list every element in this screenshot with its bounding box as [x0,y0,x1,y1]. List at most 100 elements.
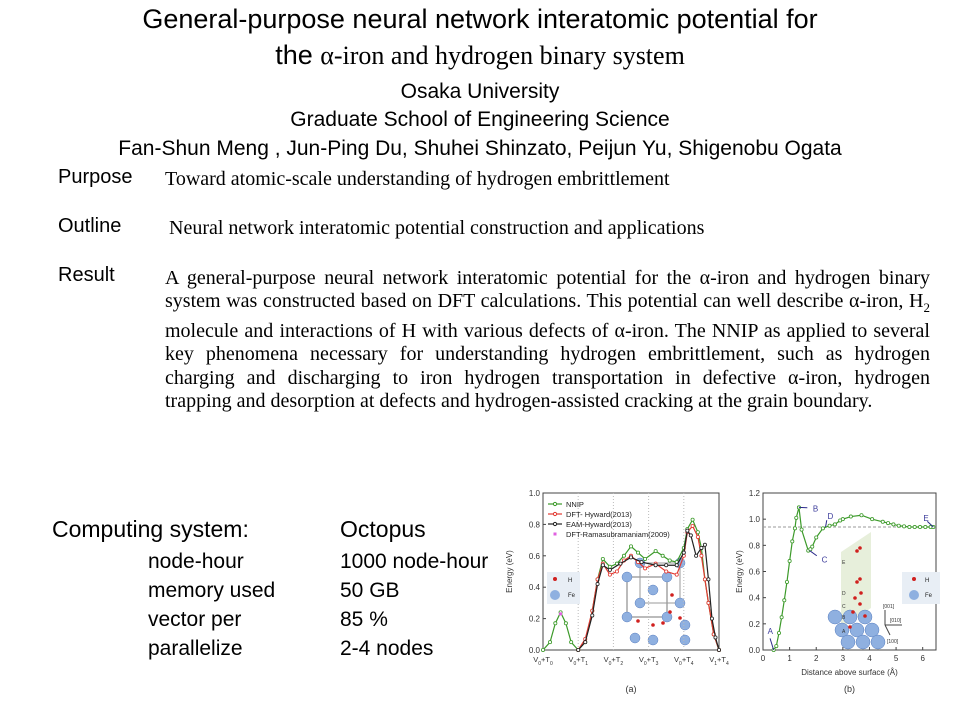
title-line-2: the α-iron and hydrogen binary system [0,40,960,71]
inset-legend-label: Fe [925,593,933,599]
y-tick-label: 1.0 [529,489,541,498]
data-point [907,525,912,530]
data-point [912,525,917,530]
data-point [618,561,623,566]
row-value: 2-4 nodes [340,637,434,660]
y-tick-label: 0.2 [749,620,761,629]
data-point [790,539,795,544]
x-tick-label: V1+T4 [709,655,729,667]
fe-atom [827,609,843,625]
x-tick-label: 1 [787,654,792,663]
data-point [794,515,799,520]
legend-marker [552,501,558,507]
data-point [548,640,553,645]
outline-text: Neural network interatomic potential con… [169,217,705,239]
data-point [607,572,612,577]
data-point [918,525,923,530]
chart-caption: (b) [844,684,855,694]
data-point [690,517,695,522]
data-point [702,577,707,582]
row-label: parallelize [148,637,243,660]
site-label: C [842,604,846,610]
row-label: node-hour [148,550,244,573]
data-point [774,644,779,649]
surface-plane [841,532,871,628]
fe-atom [855,634,871,650]
h-atom [863,614,867,618]
data-point [688,533,693,538]
data-point [643,556,648,561]
result-label: Result [58,264,115,286]
data-point [600,563,605,568]
h-atom [651,623,655,627]
data-point [716,647,721,652]
axis-arrow [884,624,891,636]
data-point [674,572,679,577]
annotation-label: B [813,504,818,513]
h-atom [858,546,862,550]
data-point [639,560,644,565]
purpose-label: Purpose [58,166,133,188]
h-atom [670,593,674,597]
site-label: A [842,629,846,635]
data-point [541,647,546,652]
annotation-label: D [828,512,834,521]
h-atom [661,621,665,625]
data-point [923,525,928,530]
y-tick-label: 0.6 [529,552,541,561]
data-point [859,513,864,518]
annotation-arrow [769,638,775,651]
result-text: A general-purpose neural network interat… [165,267,930,413]
data-point [840,517,845,522]
authors: Fan-Shun Meng , Jun-Ping Du, Shuhei Shin… [118,137,842,160]
x-tick-label: 6 [920,654,925,663]
data-point [595,582,600,587]
crystal-cube [639,562,681,604]
data-point [628,555,633,560]
axis-direction-label: [010] [890,618,902,624]
data-point [827,523,832,528]
data-point [792,526,797,531]
site-label: E [842,560,846,566]
annotation-arrow [809,550,818,557]
h-icon [553,577,557,581]
chart-caption: (a) [626,684,637,694]
h-icon [912,577,916,581]
site-label: B [842,615,846,621]
data-point [653,549,658,554]
fe-atom [674,597,686,609]
data-point [896,523,901,528]
data-point [653,563,658,568]
legend-label: EAM-Hyward(2013) [566,520,632,529]
legend-label: DFT-Ramasubramaniam(2009) [566,530,670,539]
h-atom [859,591,863,595]
data-point [628,544,633,549]
crystal-cube [626,576,668,618]
fe-atom [621,611,633,623]
result-text-part2: molecule and interactions of H with vari… [165,319,930,413]
data-point [553,621,558,626]
x-tick-label: V0+T3 [639,655,659,667]
h-atom [858,577,862,581]
data-point [664,569,669,574]
x-tick-label: V0+T1 [568,655,588,667]
inset-legend-box [547,572,580,604]
data-point [709,616,714,621]
row-value: 85 % [340,608,388,631]
data-point [699,545,704,550]
data-point [694,553,699,558]
data-point [787,559,792,564]
x-tick-label: V0+T0 [533,655,553,667]
fe-atom [679,619,691,631]
data-point [776,630,781,635]
data-point [810,544,815,549]
plot-frame [542,492,720,651]
legend-label: DFT- Hyward(2013) [566,510,632,519]
axis-direction-label: [001] [883,604,895,610]
data-point [600,556,605,561]
title-line-1: General-purpose neural network interatom… [142,4,818,34]
x-axis-label: Distance above surface (Å) [801,668,898,677]
fe-icon [550,590,560,600]
h-atom [668,610,672,614]
